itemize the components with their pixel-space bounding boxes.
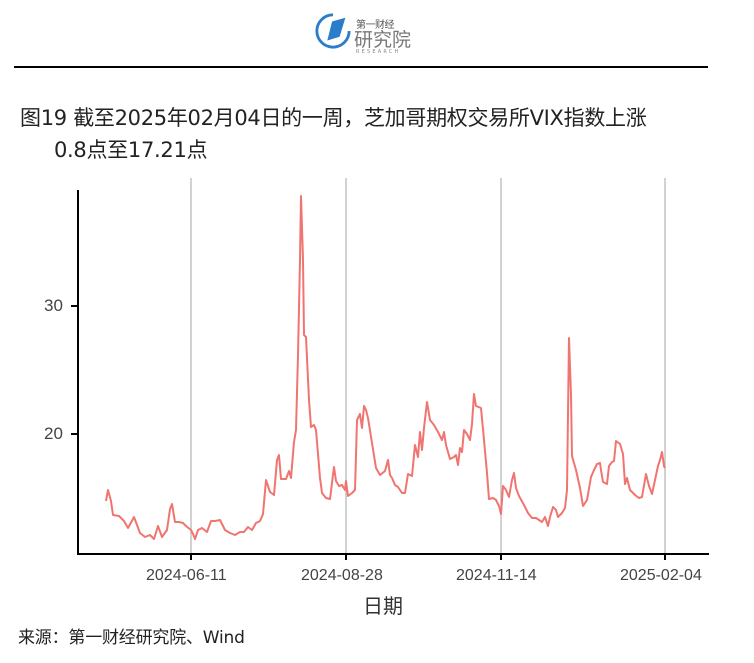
x-tick-label-4: 2025-02-04 bbox=[620, 567, 702, 584]
source-note: 来源：第一财经研究院、Wind bbox=[18, 628, 245, 648]
x-tick-label-1: 2024-06-11 bbox=[146, 567, 227, 584]
figure-title-line2: 0.8点至17.21点 bbox=[54, 138, 208, 162]
x-tick-label-3: 2024-11-14 bbox=[456, 567, 537, 584]
header-divider bbox=[14, 66, 708, 68]
logo-mark-icon bbox=[315, 13, 351, 49]
figure-title: 图19 截至2025年02月04日的一周，芝加哥期权交易所VIX指数上涨 bbox=[20, 106, 647, 130]
y-tick-label-30: 30 bbox=[44, 296, 63, 315]
logo-sub-text: RESEARCH bbox=[356, 49, 401, 55]
grid-lines bbox=[190, 178, 666, 554]
axes bbox=[71, 190, 709, 560]
logo-big-text: 研究院 bbox=[354, 29, 412, 51]
y-tick-label-20: 20 bbox=[44, 424, 63, 443]
logo: 第一财经 研究院 RESEARCH bbox=[312, 8, 422, 56]
vix-series-line bbox=[105, 195, 666, 540]
x-axis-title: 日期 bbox=[363, 594, 403, 618]
x-tick-label-2: 2024-08-28 bbox=[301, 567, 383, 584]
logo-small-text: 第一财经 bbox=[356, 20, 395, 31]
